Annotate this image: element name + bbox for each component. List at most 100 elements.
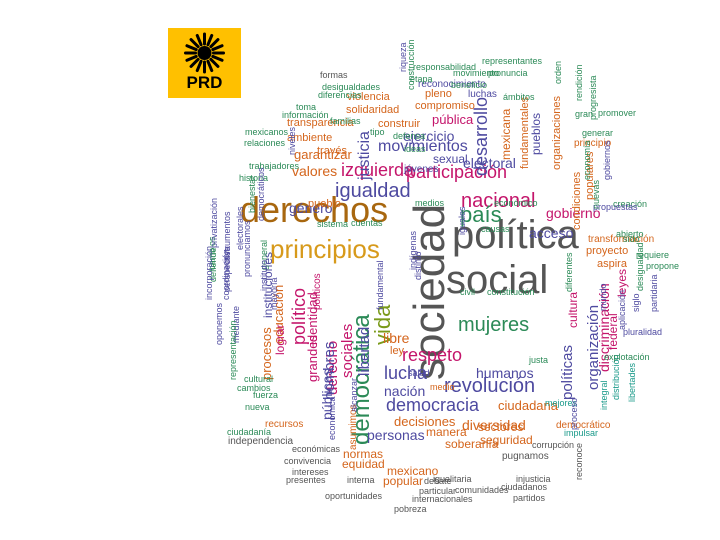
- word: construir: [378, 118, 421, 130]
- word: convivencia: [284, 456, 332, 466]
- word: respeto: [402, 345, 463, 365]
- word: lograr: [273, 324, 287, 355]
- word: género: [289, 200, 333, 216]
- word: interna: [347, 475, 375, 485]
- word: ámbitos: [503, 92, 535, 102]
- word: injusticia: [516, 474, 551, 484]
- word: proceso: [569, 397, 579, 430]
- word: soberanía: [445, 437, 499, 451]
- word: independencia: [228, 436, 294, 447]
- word: través: [317, 145, 347, 157]
- word: particular: [419, 486, 457, 496]
- word: cuentas: [351, 218, 383, 228]
- word: derechos: [240, 189, 389, 230]
- logo-text: PRD: [187, 73, 223, 92]
- word: movimiento: [453, 68, 500, 78]
- word: política: [452, 213, 579, 257]
- word: defensa: [393, 131, 426, 141]
- word: impulsar: [564, 428, 599, 438]
- word: familias: [330, 116, 361, 126]
- word: democracia: [386, 395, 480, 415]
- word: mayoría: [269, 277, 279, 310]
- word: mujeres: [458, 314, 530, 336]
- word: transformación: [588, 234, 655, 245]
- word: integral: [599, 380, 609, 410]
- word: incorporación: [204, 245, 214, 300]
- word: medio: [430, 382, 455, 392]
- word: participación: [406, 162, 508, 182]
- word: progresista: [588, 75, 598, 120]
- word: responsabilidad: [413, 62, 477, 72]
- word: propuestas: [593, 202, 638, 212]
- word: comunidades: [455, 485, 509, 495]
- word: iguales: [457, 206, 467, 235]
- word: democrático: [556, 420, 611, 431]
- word: electoral: [463, 155, 516, 171]
- word: aplicación: [617, 289, 627, 330]
- word: desigualdades: [322, 82, 381, 92]
- word: partidos: [513, 493, 546, 503]
- word: beneficio: [451, 80, 488, 90]
- word: reconoce: [574, 442, 584, 480]
- word: pugnamos: [502, 451, 549, 462]
- word: creación: [613, 199, 648, 209]
- word: recursos: [265, 419, 304, 430]
- word: valores: [292, 163, 338, 179]
- prd-sun-logo-icon: PRD: [168, 28, 241, 98]
- prd-logo: PRD: [168, 28, 241, 98]
- word: cultura: [566, 291, 580, 328]
- word: gran: [575, 109, 594, 119]
- word: violencia: [347, 91, 390, 103]
- word: ejercicio: [403, 128, 455, 144]
- word: generar: [582, 128, 614, 138]
- word: presentes: [286, 475, 326, 485]
- word: diversidad: [462, 417, 526, 433]
- word: electorales: [235, 206, 245, 250]
- word: explotación: [604, 352, 650, 362]
- word: propone: [646, 261, 680, 271]
- word: mexicana: [499, 108, 513, 160]
- word: cambios: [237, 383, 271, 393]
- word: partidaria: [649, 274, 659, 312]
- word: justicia: [356, 131, 373, 180]
- word: diferentes: [564, 252, 574, 292]
- word: oponemos: [214, 302, 224, 345]
- word: requiere: [636, 250, 670, 260]
- word: internacionales: [412, 494, 473, 504]
- word: instrumentos: [222, 211, 232, 263]
- word: normas: [343, 447, 384, 461]
- word: rendición: [574, 64, 584, 101]
- word: riqueza: [398, 42, 408, 72]
- word: condiciones: [571, 171, 583, 230]
- word: equidad: [342, 457, 385, 471]
- word: información: [282, 110, 329, 120]
- word: ciudadana: [498, 398, 558, 413]
- word: mejores: [545, 398, 578, 408]
- word: libertad: [356, 326, 373, 376]
- word: movimientos: [378, 138, 468, 155]
- word: fundamentales: [519, 96, 531, 169]
- word: decisiones: [394, 414, 456, 429]
- word: pleno: [425, 88, 452, 100]
- word: sido: [623, 234, 640, 244]
- word: gobierno: [546, 205, 601, 221]
- word: abierto: [616, 229, 644, 239]
- word: representación: [228, 320, 238, 380]
- word: políticos: [312, 273, 323, 310]
- word: privatización: [209, 197, 219, 248]
- word: pronuncia: [488, 68, 528, 78]
- word: alcanzar: [349, 377, 359, 412]
- word: económico: [494, 198, 538, 208]
- word: aspira: [597, 258, 627, 270]
- word: políticas: [559, 344, 576, 400]
- word: principio: [574, 138, 612, 149]
- word: corrupción: [532, 440, 575, 450]
- word: ley: [390, 345, 405, 357]
- word: revolución: [444, 375, 536, 397]
- word: jóvenes: [404, 164, 439, 175]
- word: nación: [384, 383, 426, 399]
- word: sociales: [339, 323, 356, 378]
- word: igualitaria: [433, 474, 472, 484]
- word: ambiente: [287, 132, 333, 144]
- word: compromiso: [415, 100, 475, 112]
